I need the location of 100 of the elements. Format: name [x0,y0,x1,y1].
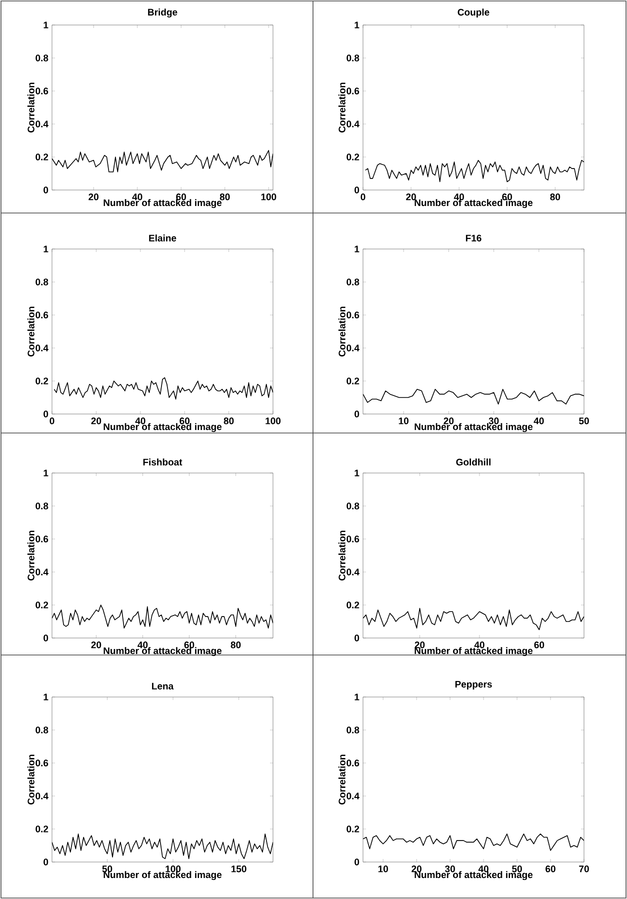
y-tick-label: 0.4 [36,568,48,576]
x-tick-label: 40 [474,642,484,648]
y-tick-label: 0.2 [346,826,360,832]
x-tick-label: 50 [512,866,522,872]
x-tick-label: 100 [166,866,181,872]
y-axis-title: Correlation [27,530,34,580]
y-axis-title: Correlation [27,306,34,356]
line-series [365,160,584,182]
y-tick-label: 0 [354,410,360,418]
x-axis-title: Number of attacked image [104,199,222,208]
y-tick-label: 0.6 [346,88,360,94]
x-axis-title: Number of attacked image [414,423,533,432]
y-tick-label: 0.4 [346,792,360,800]
x-tick-label: 10 [398,418,408,424]
x-tick-label: 20 [91,418,102,424]
y-tick-label: 0.6 [346,536,360,542]
y-tick-label: 0.2 [346,378,360,384]
x-tick-label: 30 [488,418,499,424]
x-tick-label: 20 [444,418,454,424]
y-tick-label: 1 [354,22,360,28]
x-tick-label: 60 [176,194,186,200]
y-tick-label: 0.8 [36,726,48,734]
x-tick-label: 80 [550,194,560,200]
y-tick-label: 0.2 [36,378,48,384]
x-tick-label: 20 [412,866,422,872]
x-tick-label: 20 [91,642,102,648]
y-tick-label: 0.6 [36,88,48,94]
y-tick-label: 0.4 [346,344,360,352]
y-tick-label: 0.2 [36,826,48,832]
chart-title: Goldhill [456,458,491,466]
y-tick-label: 1 [354,694,360,700]
x-tick-label: 20 [88,194,98,200]
x-tick-label: 50 [102,866,112,872]
y-tick-label: 0.8 [346,726,360,734]
y-tick-label: 0.8 [346,502,360,510]
y-axis-title: Correlation [338,754,346,804]
line-series [52,834,274,860]
y-tick-label: 0.4 [346,568,360,576]
x-tick-label: 70 [579,866,589,872]
x-tick-label: 60 [502,194,512,200]
y-tick-label: 0 [354,858,360,866]
x-axis-title: Number of attacked image [104,423,222,432]
y-tick-label: 0 [44,634,48,642]
y-tick-label: 0 [44,410,48,418]
y-tick-label: 0.2 [36,602,48,608]
y-tick-label: 0.6 [36,312,48,318]
y-tick-label: 0.2 [36,154,48,160]
x-tick-label: 80 [230,642,241,648]
x-tick-label: 80 [220,194,230,200]
chart-title: Elaine [149,234,176,242]
line-series [52,150,273,172]
x-axis-title: Number of attacked image [414,199,533,208]
x-tick-label: 20 [406,194,416,200]
x-tick-label: 150 [231,866,246,872]
y-tick-label: 0.8 [346,278,360,286]
x-axis-title: Number of attacked image [414,647,533,656]
x-tick-label: 10 [378,866,388,872]
y-tick-label: 0.8 [36,278,48,286]
y-tick-label: 0.4 [346,120,360,128]
y-axis-title: Correlation [338,82,346,132]
y-tick-label: 1 [44,22,48,28]
x-tick-label: 40 [138,642,148,648]
y-axis-title: Correlation [27,82,34,132]
y-tick-label: 0.4 [36,120,48,128]
x-tick-label: 30 [445,866,455,872]
x-axis-title: Number of attacked image [414,871,533,880]
y-tick-label: 1 [44,694,48,700]
y-tick-label: 0 [44,858,48,866]
y-tick-label: 0 [354,634,360,642]
y-tick-label: 0.2 [346,602,360,608]
y-tick-label: 0 [44,186,48,194]
y-tick-label: 0.4 [36,344,48,352]
x-tick-label: 20 [414,642,425,648]
x-tick-label: 40 [534,418,544,424]
y-tick-label: 1 [44,470,48,476]
x-tick-label: 50 [579,418,589,424]
y-axis-title: Correlation [27,754,34,804]
chart-title: Bridge [148,8,178,18]
chart-title: Peppers [455,680,492,690]
y-tick-label: 1 [354,470,360,476]
y-tick-label: 0.8 [346,54,360,62]
y-tick-label: 0.6 [36,536,48,542]
x-tick-label: 40 [132,194,142,200]
line-series [54,377,273,400]
y-tick-label: 1 [44,246,48,252]
chart-title: F16 [466,234,482,242]
y-axis-title: Correlation [338,530,346,580]
x-axis-title: Number of attacked image [104,647,222,656]
x-tick-label: 100 [266,418,281,424]
line-series [52,604,273,629]
y-tick-label: 0.2 [346,154,360,160]
y-tick-label: 0 [354,186,360,194]
y-tick-label: 0.8 [36,502,48,510]
x-tick-label: 60 [534,642,544,648]
x-tick-label: 0 [360,194,366,200]
chart-title: Fishboat [143,458,182,466]
x-tick-label: 60 [184,642,194,648]
x-tick-label: 100 [261,194,276,200]
y-tick-label: 0.6 [346,760,360,766]
y-tick-label: 1 [354,246,360,252]
